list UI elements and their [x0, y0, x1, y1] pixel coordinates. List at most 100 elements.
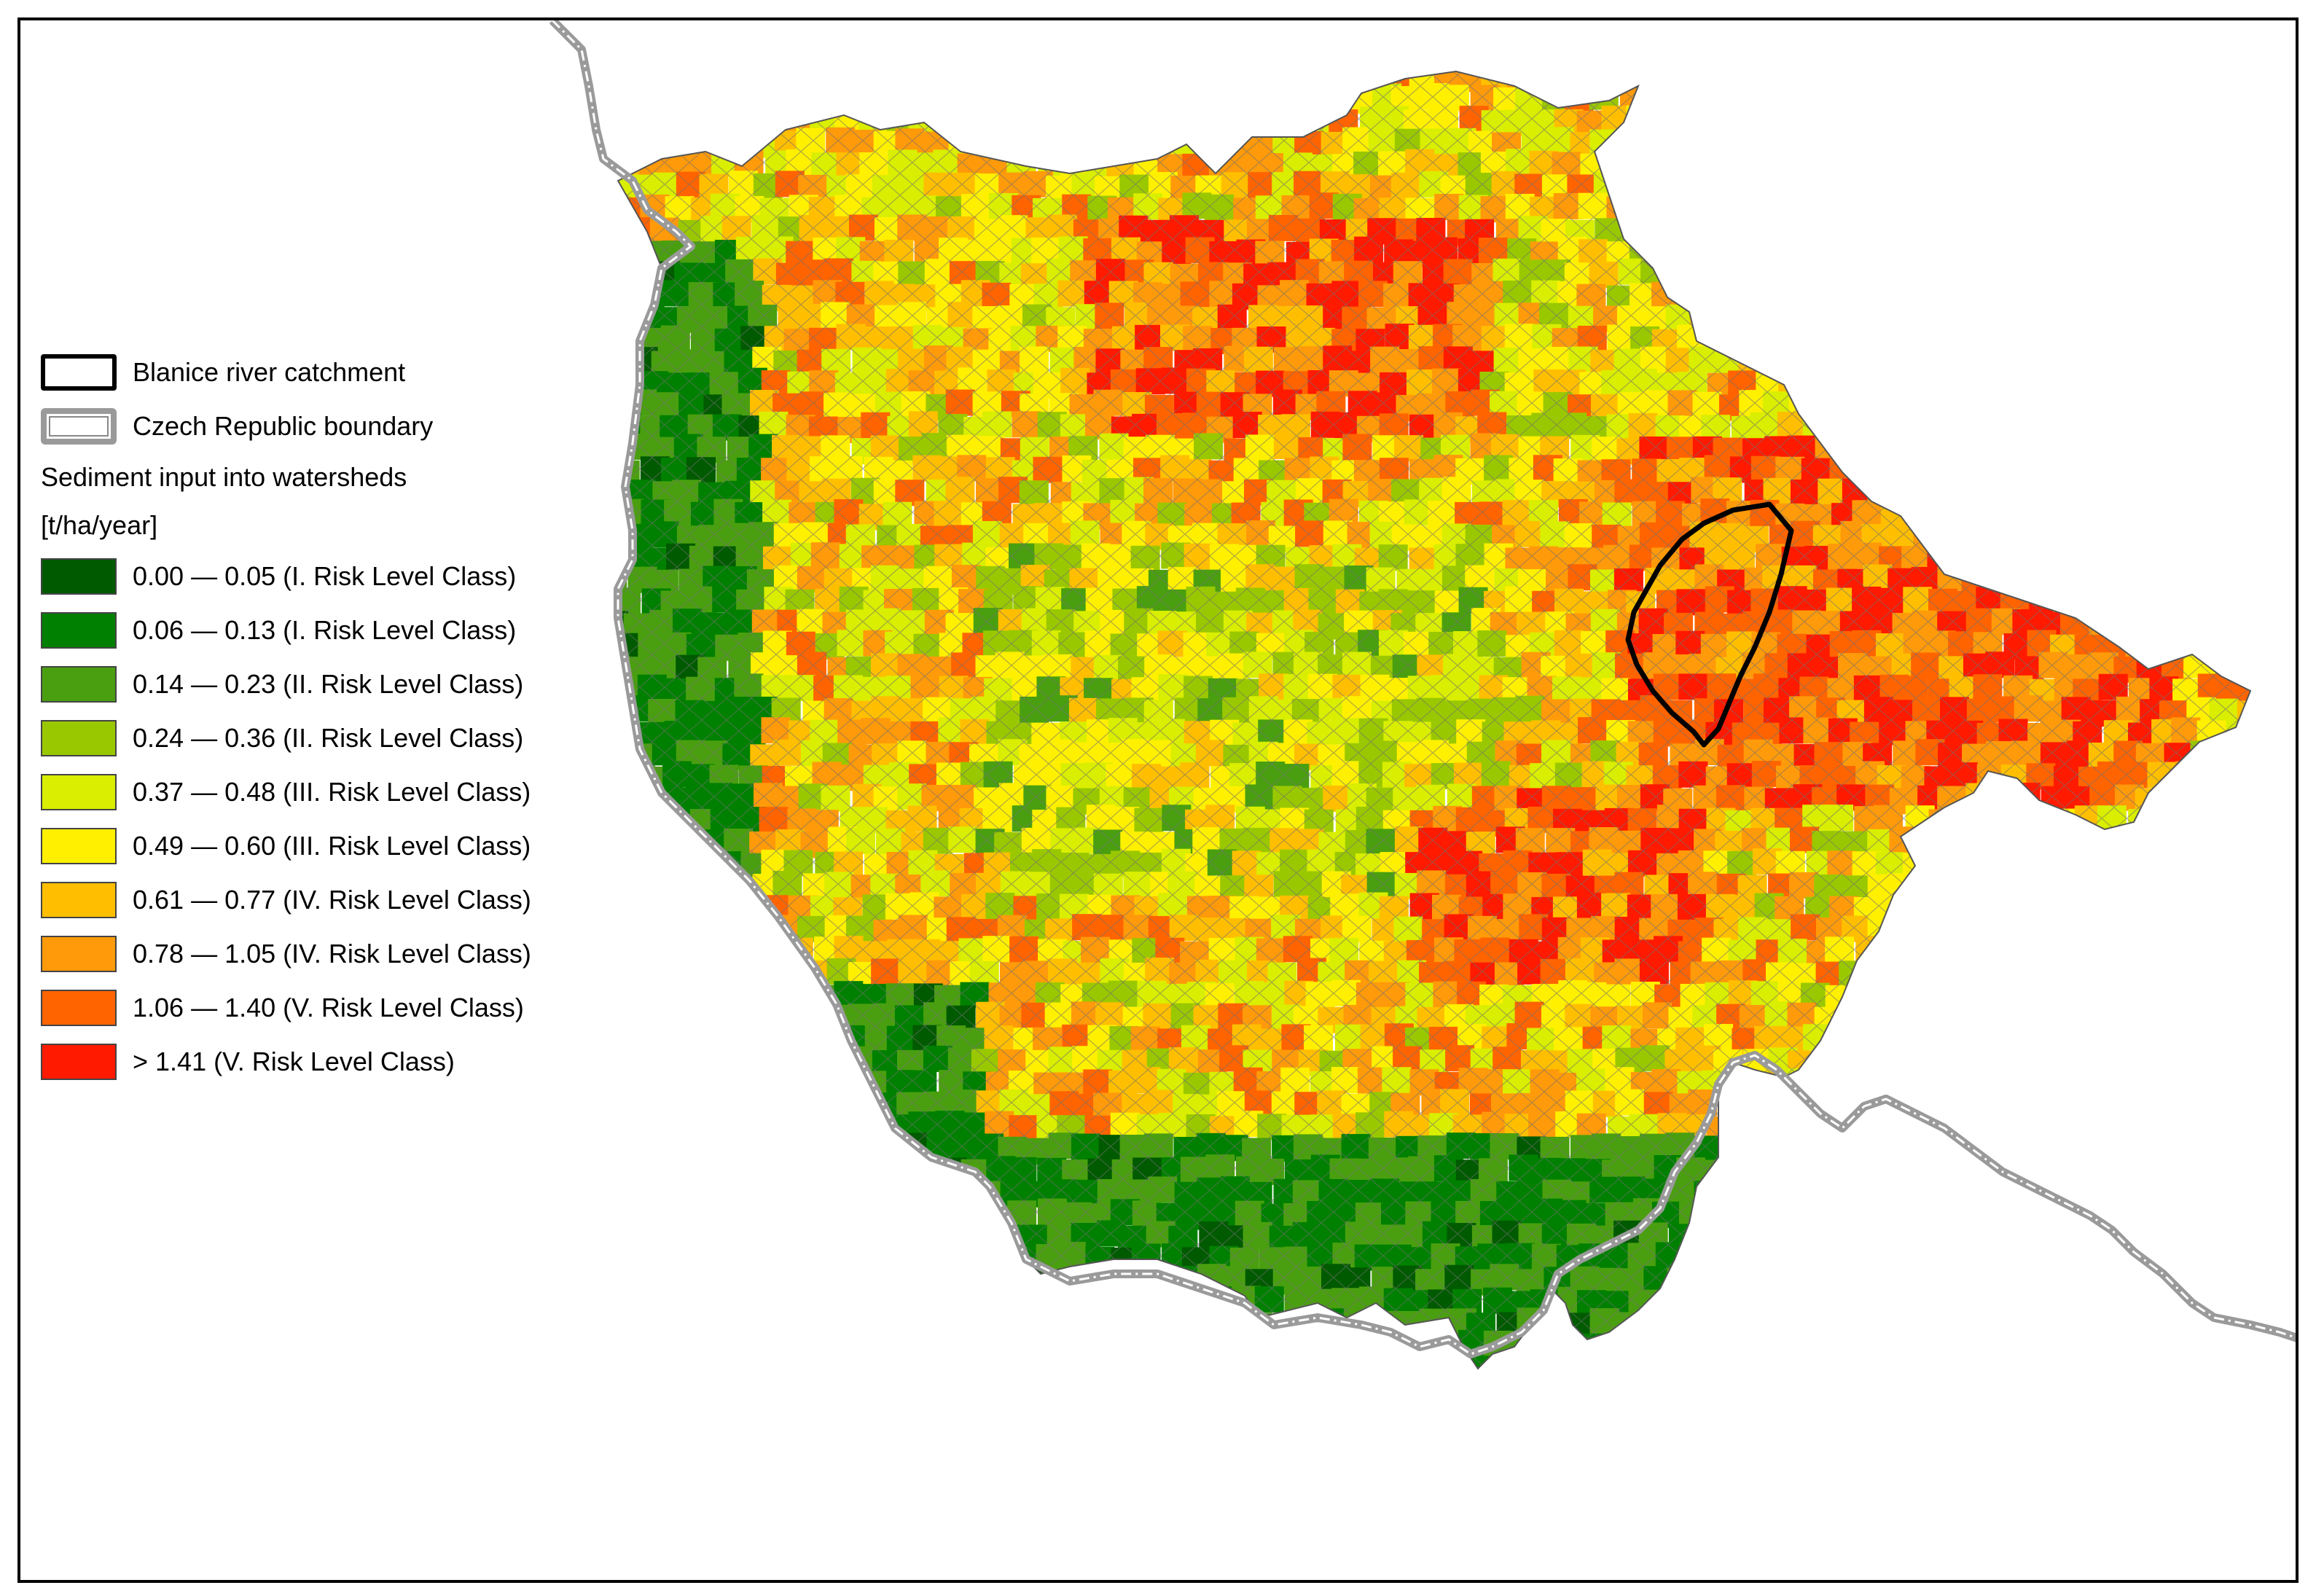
watershed-cell [2053, 1069, 2083, 1096]
watershed-cell [2286, 1442, 2299, 1468]
watershed-cell [2022, 456, 2052, 483]
watershed-cell [1121, 1531, 1150, 1557]
watershed-cell [1903, 455, 1933, 482]
watershed-cell [2022, 71, 2052, 89]
watershed-cell [618, 765, 646, 792]
watershed-cell [1952, 1418, 1981, 1444]
watershed-cell [1801, 152, 1831, 179]
watershed-cell [764, 1286, 794, 1313]
watershed-cell [1726, 1419, 1755, 1445]
watershed-cell [662, 1111, 692, 1138]
watershed-cell [1218, 1573, 1248, 1583]
watershed-cell [663, 1245, 693, 1272]
watershed-cell [2041, 1225, 2071, 1252]
watershed-cell [1901, 196, 1931, 223]
watershed-cell [1905, 1552, 1934, 1579]
watershed-cell [750, 1530, 779, 1557]
watershed-cell [2237, 215, 2250, 242]
watershed-cell [691, 71, 721, 92]
watershed-cell [2259, 826, 2288, 853]
watershed-cell [1236, 1330, 1266, 1357]
watershed-cell [1912, 961, 1942, 988]
watershed-cell [1681, 107, 1710, 134]
watershed-cell [1641, 1354, 1671, 1369]
watershed-cell [1831, 196, 1861, 223]
watershed-cell [1977, 282, 2007, 309]
watershed-cell [1655, 71, 1685, 88]
watershed-cell [812, 1417, 841, 1444]
watershed-cell [1456, 1462, 1485, 1488]
watershed-cell [835, 1246, 865, 1273]
watershed-cell [1248, 1396, 1278, 1422]
watershed-cell [890, 1551, 919, 1577]
watershed-cell [2038, 564, 2067, 591]
watershed-cell [625, 1047, 655, 1073]
watershed-cell [1948, 810, 1978, 837]
watershed-cell [2086, 1093, 2116, 1120]
watershed-cell [1977, 1289, 2007, 1316]
watershed-cell [1210, 1377, 1239, 1403]
watershed-cell [837, 1549, 866, 1576]
watershed-cell [701, 1442, 730, 1468]
watershed-cell [1936, 85, 1965, 112]
watershed-cell [2073, 1025, 2102, 1052]
watershed-cell [1304, 1379, 1334, 1405]
watershed-cell [1901, 1374, 1930, 1400]
watershed-cell [2084, 42, 2113, 68]
watershed-cell [652, 1181, 682, 1208]
watershed-cell [1917, 829, 1947, 856]
watershed-cell [958, 1377, 987, 1403]
watershed-cell [1828, 1420, 1857, 1446]
watershed-cell [1031, 107, 1061, 134]
watershed-cell [922, 1440, 951, 1466]
watershed-cell [1775, 1200, 1805, 1227]
watershed-cell [2140, 391, 2170, 418]
watershed-cell [1850, 1156, 1880, 1183]
watershed-cell [2140, 873, 2170, 900]
watershed-cell [1455, 1505, 1484, 1531]
watershed-cell [1224, 1442, 1253, 1468]
watershed-cell [1643, 1486, 1672, 1512]
watershed-cell [1025, 1353, 1055, 1369]
watershed-cell [1718, 258, 1748, 285]
watershed-cell [1100, 1396, 1129, 1423]
watershed-cell [1926, 367, 1956, 394]
watershed-cell [2235, 348, 2250, 375]
sediment-map[interactable] [20, 20, 2299, 1583]
watershed-cell [2190, 1005, 2220, 1032]
watershed-cell [1022, 1443, 1052, 1469]
watershed-cell [2035, 349, 2065, 376]
watershed-cell [1383, 1377, 1412, 1404]
watershed-cell [1863, 1400, 1893, 1426]
watershed-cell [1037, 1507, 1066, 1533]
watershed-cell [2002, 1071, 2032, 1098]
watershed-cell [1960, 434, 1990, 461]
watershed-cell [2264, 84, 2293, 110]
watershed-cell [585, 1288, 614, 1315]
watershed-cell [2061, 1002, 2091, 1029]
watershed-cell [2272, 195, 2299, 221]
watershed-cell [1291, 1399, 1321, 1425]
watershed-cell [1071, 1444, 1100, 1470]
watershed-cell [625, 1398, 654, 1424]
watershed-cell [1914, 1178, 1944, 1205]
watershed-cell [1149, 88, 1179, 115]
watershed-cell [2261, 1004, 2290, 1030]
watershed-cell [2054, 1286, 2084, 1313]
watershed-cell [1305, 21, 1334, 47]
watershed-cell [1138, 1417, 1167, 1444]
watershed-cell [600, 1574, 630, 1583]
watershed-cell [799, 1530, 829, 1557]
watershed-cell [983, 1423, 1012, 1449]
watershed-cell [2048, 1243, 2078, 1270]
watershed-cell [1608, 1420, 1637, 1447]
watershed-cell [2148, 630, 2178, 657]
watershed-cell [2027, 1242, 2057, 1269]
watershed-cell [2146, 1375, 2175, 1401]
watershed-cell [2127, 1550, 2156, 1576]
watershed-cell [2114, 610, 2144, 637]
watershed-cell [2234, 872, 2250, 899]
watershed-cell [1057, 1554, 1087, 1580]
watershed-cell [1778, 1422, 1807, 1448]
watershed-cell [1272, 84, 1302, 111]
